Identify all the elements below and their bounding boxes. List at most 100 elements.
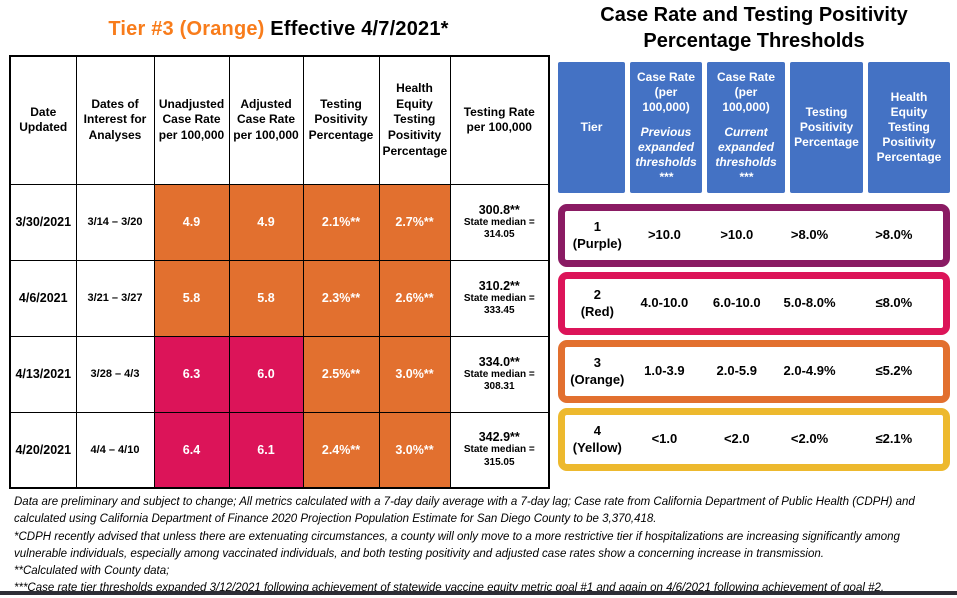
health-equity-cell: 2.6%** bbox=[378, 259, 451, 337]
current-threshold-cell: 2.0-5.9 bbox=[716, 363, 758, 379]
col-header-label: Testing Positivity Percentage bbox=[794, 105, 859, 149]
tier3-metrics-table: Date Updated Dates of Interest for Analy… bbox=[9, 55, 550, 489]
date-range-cell: 4/4 – 4/10 bbox=[75, 411, 155, 489]
positivity-threshold-cell: 5.0-8.0% bbox=[783, 295, 836, 311]
tier-label-cell: 4 (Yellow) bbox=[565, 423, 630, 456]
thresholds-rows: 1 (Purple) >10.0 >10.0 >8.0% >8.0% 2 (Re… bbox=[558, 204, 950, 476]
table-row: 4/13/2021 3/28 – 4/3 6.3 6.0 2.5%** 3.0%… bbox=[9, 335, 550, 413]
health-equity-cell: 3.0%** bbox=[378, 411, 451, 489]
testing-rate-cell: 310.2** State median = 333.45 bbox=[449, 259, 550, 337]
positivity-threshold-cell: >8.0% bbox=[790, 227, 829, 243]
state-median-value: State median = 308.31 bbox=[463, 368, 535, 393]
left-panel-title: Tier #3 (Orange) Effective 4/7/2021* bbox=[9, 18, 548, 41]
tier-number: 2 bbox=[593, 287, 601, 303]
testing-rate-value: 310.2** bbox=[478, 278, 520, 293]
col-header-dates-of-interest: Dates of Interest for Analyses bbox=[75, 55, 155, 185]
date-range-cell: 3/14 – 3/20 bbox=[75, 183, 155, 261]
state-median-value: State median = 315.05 bbox=[463, 444, 535, 468]
tier-label-cell: 2 (Red) bbox=[565, 287, 630, 320]
date-updated-cell: 4/20/2021 bbox=[9, 411, 77, 489]
tier-label: Tier #3 (Orange) bbox=[108, 18, 265, 40]
testing-positivity-cell: 2.5%** bbox=[302, 335, 380, 413]
current-threshold-cell: >10.0 bbox=[720, 227, 754, 243]
unadjusted-case-rate-cell: 4.9 bbox=[153, 183, 230, 261]
positivity-threshold-cell: 2.0-4.9% bbox=[783, 363, 836, 379]
current-threshold-cell: 6.0-10.0 bbox=[712, 295, 761, 311]
metrics-header-row: Date Updated Dates of Interest for Analy… bbox=[9, 55, 550, 185]
footnote-line: **Calculated with County data; bbox=[14, 565, 170, 577]
testing-rate-value: 342.9** bbox=[478, 430, 520, 445]
adjusted-case-rate-cell: 6.1 bbox=[228, 411, 304, 489]
col-header-sublabel: Previous expanded thresholds *** bbox=[635, 125, 697, 184]
col-header-label: Tier bbox=[580, 120, 603, 134]
tier-label-cell: 3 (Orange) bbox=[565, 355, 630, 388]
col-header-testing-rate: Testing Rate per 100,000 bbox=[449, 55, 550, 185]
tier-1-purple-row: 1 (Purple) >10.0 >10.0 >8.0% >8.0% bbox=[558, 204, 950, 267]
equity-threshold-cell: ≤8.0% bbox=[875, 295, 913, 311]
date-updated-cell: 4/6/2021 bbox=[9, 259, 77, 337]
tier-name: (Yellow) bbox=[572, 439, 622, 455]
equity-threshold-cell: ≤2.1% bbox=[875, 431, 913, 447]
previous-threshold-cell: 1.0-3.9 bbox=[644, 363, 685, 379]
table-row: 3/30/2021 3/14 – 3/20 4.9 4.9 2.1%** 2.7… bbox=[9, 183, 550, 261]
positivity-threshold-cell: <2.0% bbox=[790, 431, 829, 447]
date-updated-cell: 4/13/2021 bbox=[9, 335, 77, 413]
testing-positivity-cell: 2.4%** bbox=[302, 411, 380, 489]
footnote-line: Data are preliminary and subject to chan… bbox=[14, 496, 915, 526]
date-range-cell: 3/28 – 4/3 bbox=[75, 335, 155, 413]
testing-rate-value: 300.8** bbox=[478, 202, 520, 217]
previous-threshold-cell: >10.0 bbox=[647, 227, 681, 243]
tier-number: 3 bbox=[593, 355, 601, 371]
date-updated-cell: 3/30/2021 bbox=[9, 183, 77, 261]
previous-threshold-cell: 4.0-10.0 bbox=[640, 295, 689, 311]
unadjusted-case-rate-cell: 5.8 bbox=[153, 259, 230, 337]
col-header-date-updated: Date Updated bbox=[9, 55, 77, 185]
col-header-testing-positivity: Testing Positivity Percentage bbox=[302, 55, 380, 185]
col-header-testing-positivity: Testing Positivity Percentage bbox=[790, 62, 863, 193]
tier-3-orange-row: 3 (Orange) 1.0-3.9 2.0-5.9 2.0-4.9% ≤5.2… bbox=[558, 340, 950, 403]
tier-4-yellow-row: 4 (Yellow) <1.0 <2.0 <2.0% ≤2.1% bbox=[558, 408, 950, 471]
footnote-line: *CDPH recently advised that unless there… bbox=[14, 530, 900, 560]
adjusted-case-rate-cell: 6.0 bbox=[228, 335, 304, 413]
col-header-case-rate-current: Case Rate (per 100,000) Current expanded… bbox=[707, 62, 785, 193]
testing-rate-cell: 342.9** State median = 315.05 bbox=[449, 411, 550, 489]
state-median-value: State median = 333.45 bbox=[463, 292, 535, 317]
equity-threshold-cell: ≤5.2% bbox=[875, 363, 913, 379]
testing-positivity-cell: 2.3%** bbox=[302, 259, 380, 337]
thresholds-header-row: Tier Case Rate (per 100,000) Previous ex… bbox=[558, 62, 950, 193]
col-header-unadjusted-case-rate: Unadjusted Case Rate per 100,000 bbox=[153, 55, 230, 185]
date-range-cell: 3/21 – 3/27 bbox=[75, 259, 155, 337]
tier-2-red-row: 2 (Red) 4.0-10.0 6.0-10.0 5.0-8.0% ≤8.0% bbox=[558, 272, 950, 335]
current-threshold-cell: <2.0 bbox=[723, 431, 750, 447]
equity-threshold-cell: >8.0% bbox=[875, 227, 913, 243]
previous-threshold-cell: <1.0 bbox=[651, 431, 678, 447]
unadjusted-case-rate-cell: 6.4 bbox=[153, 411, 230, 489]
col-header-sublabel: Current expanded thresholds *** bbox=[715, 125, 777, 184]
col-header-health-equity: Health Equity Testing Positivity Percent… bbox=[378, 55, 451, 185]
col-header-case-rate-previous: Case Rate (per 100,000) Previous expande… bbox=[630, 62, 702, 193]
health-equity-cell: 3.0%** bbox=[378, 335, 451, 413]
testing-positivity-cell: 2.1%** bbox=[302, 183, 380, 261]
tier-number: 1 bbox=[593, 219, 601, 235]
tier-name: (Red) bbox=[580, 303, 614, 319]
table-row: 4/6/2021 3/21 – 3/27 5.8 5.8 2.3%** 2.6%… bbox=[9, 259, 550, 337]
testing-rate-cell: 334.0** State median = 308.31 bbox=[449, 335, 550, 413]
health-equity-cell: 2.7%** bbox=[378, 183, 451, 261]
col-header-label: Case Rate (per 100,000) bbox=[716, 70, 776, 114]
tier-number: 4 bbox=[593, 423, 601, 439]
footnotes: Data are preliminary and subject to chan… bbox=[14, 494, 946, 598]
col-header-label: Case Rate (per 100,000) bbox=[636, 70, 696, 114]
bottom-divider-bar bbox=[0, 591, 957, 595]
table-row: 4/20/2021 4/4 – 4/10 6.4 6.1 2.4%** 3.0%… bbox=[9, 411, 550, 489]
testing-rate-value: 334.0** bbox=[478, 354, 520, 369]
testing-rate-cell: 300.8** State median = 314.05 bbox=[449, 183, 550, 261]
col-header-label: Health Equity Testing Positivity Percent… bbox=[876, 90, 942, 164]
adjusted-case-rate-cell: 4.9 bbox=[228, 183, 304, 261]
tier-name: (Purple) bbox=[572, 235, 622, 251]
col-header-health-equity: Health Equity Testing Positivity Percent… bbox=[868, 62, 950, 193]
thresholds-title: Case Rate and Testing Positivity Percent… bbox=[600, 4, 908, 52]
unadjusted-case-rate-cell: 6.3 bbox=[153, 335, 230, 413]
state-median-value: State median = 314.05 bbox=[463, 216, 535, 241]
effective-date-label: Effective 4/7/2021* bbox=[264, 18, 449, 40]
